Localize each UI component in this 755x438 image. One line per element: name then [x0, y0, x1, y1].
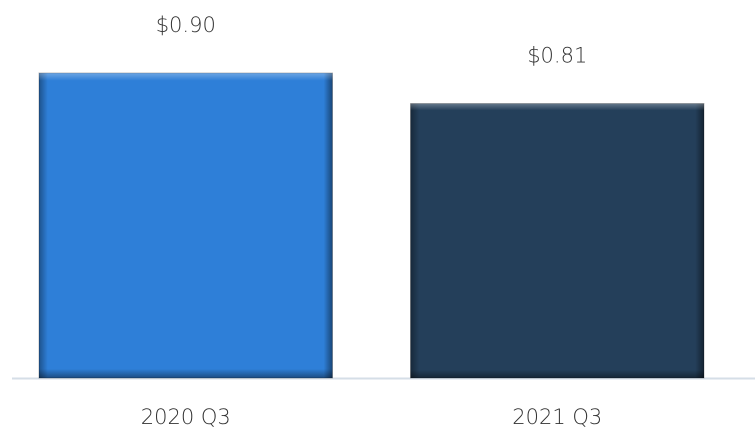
value-label: $0.90 [156, 13, 216, 37]
bar-bevel [39, 73, 333, 378]
x-tick-label: 2020 Q3 [141, 405, 231, 429]
bar-bevel [410, 103, 704, 378]
value-label: $0.81 [527, 44, 587, 68]
x-tick-label: 2021 Q3 [512, 405, 602, 429]
